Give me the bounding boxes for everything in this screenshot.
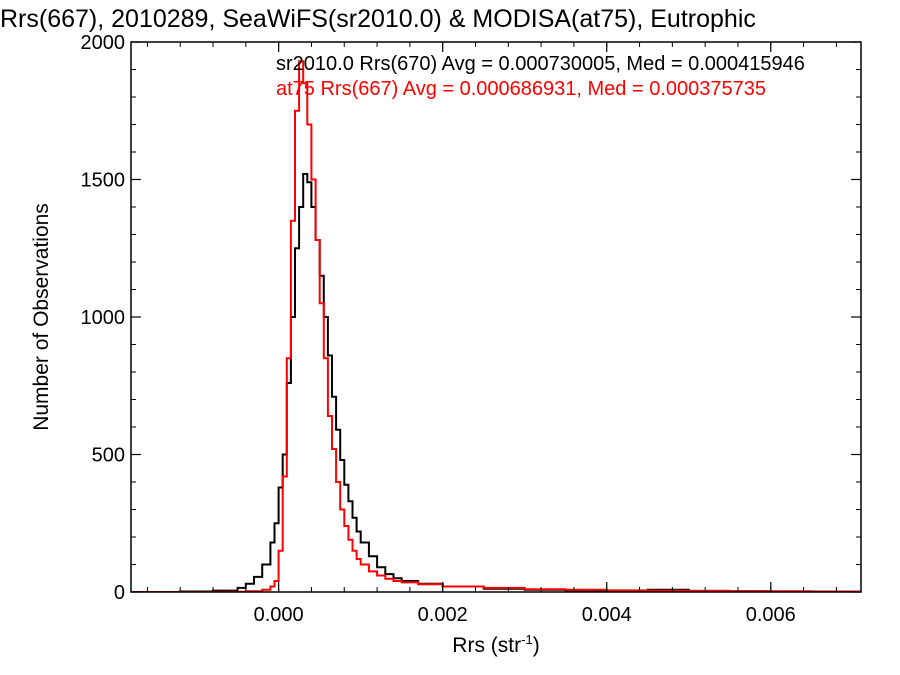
y-tick-label: 500 xyxy=(92,445,125,467)
y-tick-label: 1500 xyxy=(81,170,126,192)
y-axis-label: Number of Observations xyxy=(30,203,53,431)
series-layer xyxy=(131,60,861,592)
legend-entry-2: at75 Rrs(667) Avg = 0.000686931, Med = 0… xyxy=(276,78,766,100)
x-axis-label: Rrs (str-1) xyxy=(452,632,539,657)
legend: sr2010.0 Rrs(670) Avg = 0.000730005, Med… xyxy=(276,53,805,100)
y-tick-label: 0 xyxy=(114,582,125,604)
series-line-2 xyxy=(131,60,861,592)
x-tick-label: 0.006 xyxy=(746,604,796,626)
chart-title: Rrs(667), 2010289, SeaWiFS(sr2010.0) & M… xyxy=(0,5,756,33)
series-line-1 xyxy=(131,173,861,592)
x-tick-label: 0.004 xyxy=(582,604,632,626)
x-tick-label: 0.000 xyxy=(254,604,304,626)
x-tick-label: 0.002 xyxy=(418,604,468,626)
y-tick-label: 1000 xyxy=(81,307,126,329)
ticks-layer: 0.000 0.002 0.004 0.006 0 500 1000 1500 2000 xyxy=(81,32,861,626)
plot-frame xyxy=(130,41,862,593)
y-tick-label: 2000 xyxy=(81,32,126,54)
legend-entry-1: sr2010.0 Rrs(670) Avg = 0.000730005, Med… xyxy=(276,53,805,75)
